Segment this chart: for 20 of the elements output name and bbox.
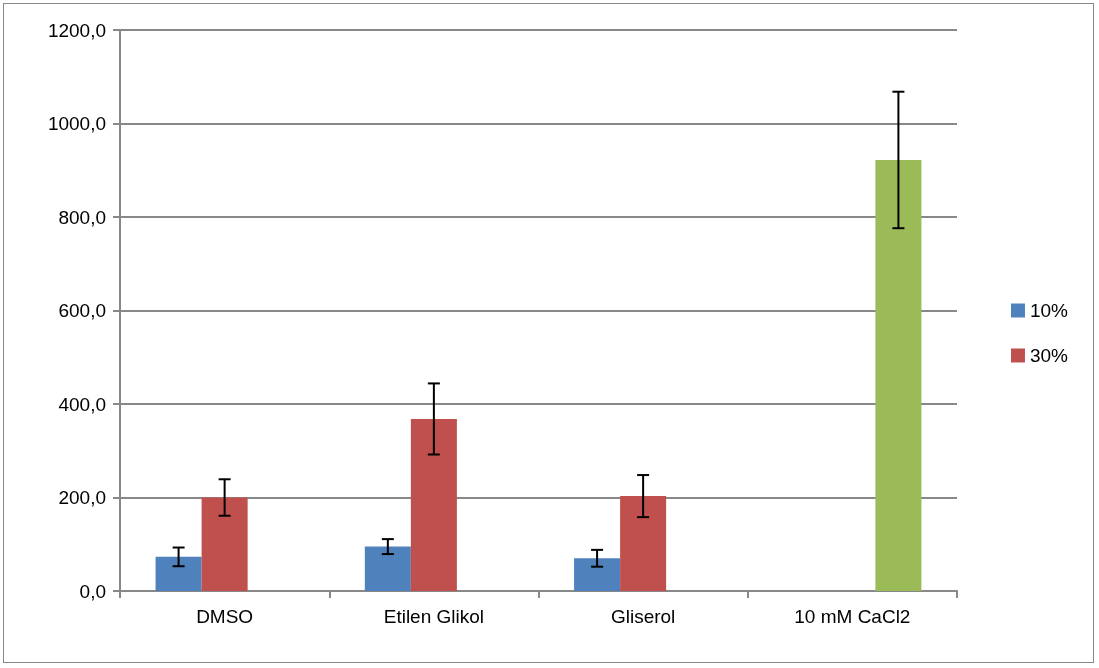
bar: [201, 497, 248, 591]
y-tick-label: 1000,0: [47, 113, 106, 134]
bar: [364, 546, 411, 591]
bar: [875, 159, 922, 591]
y-tick-label: 600,0: [58, 300, 106, 321]
x-tick-label: 10 mM CaCl2: [794, 606, 911, 627]
x-tick-label: Etilen Glikol: [383, 606, 485, 627]
bar: [410, 418, 457, 591]
x-tick-label: Gliserol: [610, 606, 676, 627]
y-tick-label: 800,0: [58, 206, 106, 228]
bar: [155, 556, 202, 591]
bar: [620, 496, 667, 591]
legend-label: 30%: [1029, 345, 1069, 366]
y-tick-label: 0,0: [79, 580, 106, 602]
legend-label: 10%: [1029, 300, 1069, 321]
x-tick-label: DMSO: [196, 606, 254, 627]
bar: [574, 558, 621, 591]
y-tick-label: 200,0: [58, 487, 106, 508]
y-tick-label: 400,0: [58, 393, 106, 415]
y-tick-label: 1200,0: [47, 19, 106, 41]
